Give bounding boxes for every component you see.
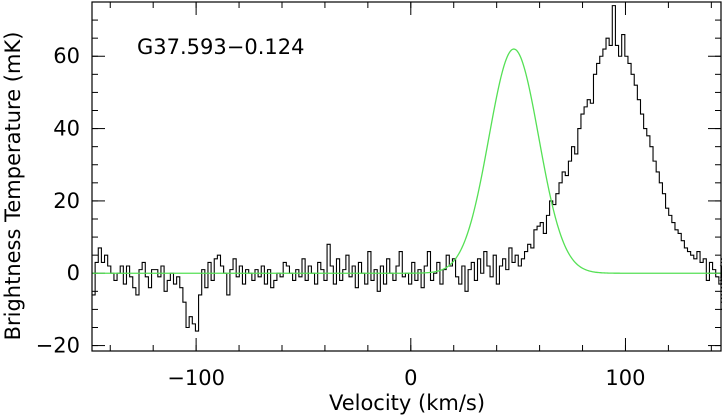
plot-frame xyxy=(91,1,722,352)
x-tick-label: −100 xyxy=(167,366,225,390)
x-tick-label: 100 xyxy=(605,366,645,390)
spectrum-step-line xyxy=(92,5,722,332)
y-tick-label: 40 xyxy=(53,117,80,141)
y-tick-label: 20 xyxy=(53,189,80,213)
x-tick-label: 0 xyxy=(404,366,417,390)
y-axis-label: Brightness Temperature (mK) xyxy=(1,32,25,341)
x-axis-label: Velocity (km/s) xyxy=(329,391,485,415)
y-tick-label: −20 xyxy=(36,334,80,358)
y-tick-label: 0 xyxy=(67,261,80,285)
y-tick-label: 60 xyxy=(53,44,80,68)
series-layer xyxy=(92,5,722,332)
tick-labels: −100 0 100 −20 0 20 40 60 xyxy=(36,44,646,390)
gaussian-fit-line xyxy=(92,48,721,274)
source-annotation: G37.593−0.124 xyxy=(137,35,304,59)
